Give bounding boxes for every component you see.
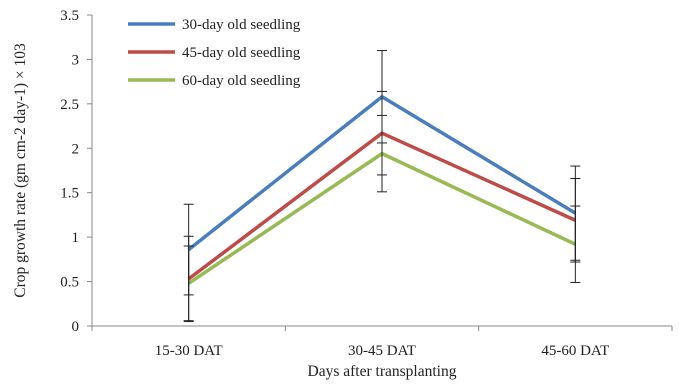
axes: 0 0.5 1 1.5 2 2.5 3 3.5 15-30 DAT 30-45 DAT 45-60 … bbox=[60, 8, 673, 359]
error-bars bbox=[183, 50, 581, 323]
y-tick-label: 2 bbox=[72, 141, 80, 157]
x-axis-title: Days after transplanting bbox=[308, 363, 457, 380]
y-tick-label: 3 bbox=[72, 52, 80, 68]
legend-label-3: 60-day old seedling bbox=[182, 73, 301, 89]
x-tick-label: 15-30 DAT bbox=[155, 343, 223, 359]
y-axis-title: Crop growth rate (gm cm-2 day-1) × 103 bbox=[12, 43, 29, 298]
legend-label-1: 30-day old seedling bbox=[182, 17, 301, 33]
y-tick-label: 0.5 bbox=[60, 275, 79, 291]
y-tick-label: 2.5 bbox=[60, 97, 79, 113]
x-tick-label: 30-45 DAT bbox=[348, 343, 416, 359]
y-tick-label: 1.5 bbox=[60, 186, 79, 202]
y-tick-label: 0 bbox=[72, 319, 80, 335]
legend-label-2: 45-day old seedling bbox=[182, 45, 301, 61]
y-tick-label: 3.5 bbox=[60, 8, 79, 24]
legend: 30-day old seedling 45-day old seedling 60… bbox=[128, 17, 301, 89]
x-tick-label: 45-60 DAT bbox=[541, 343, 609, 359]
y-tick-label: 1 bbox=[72, 230, 80, 246]
